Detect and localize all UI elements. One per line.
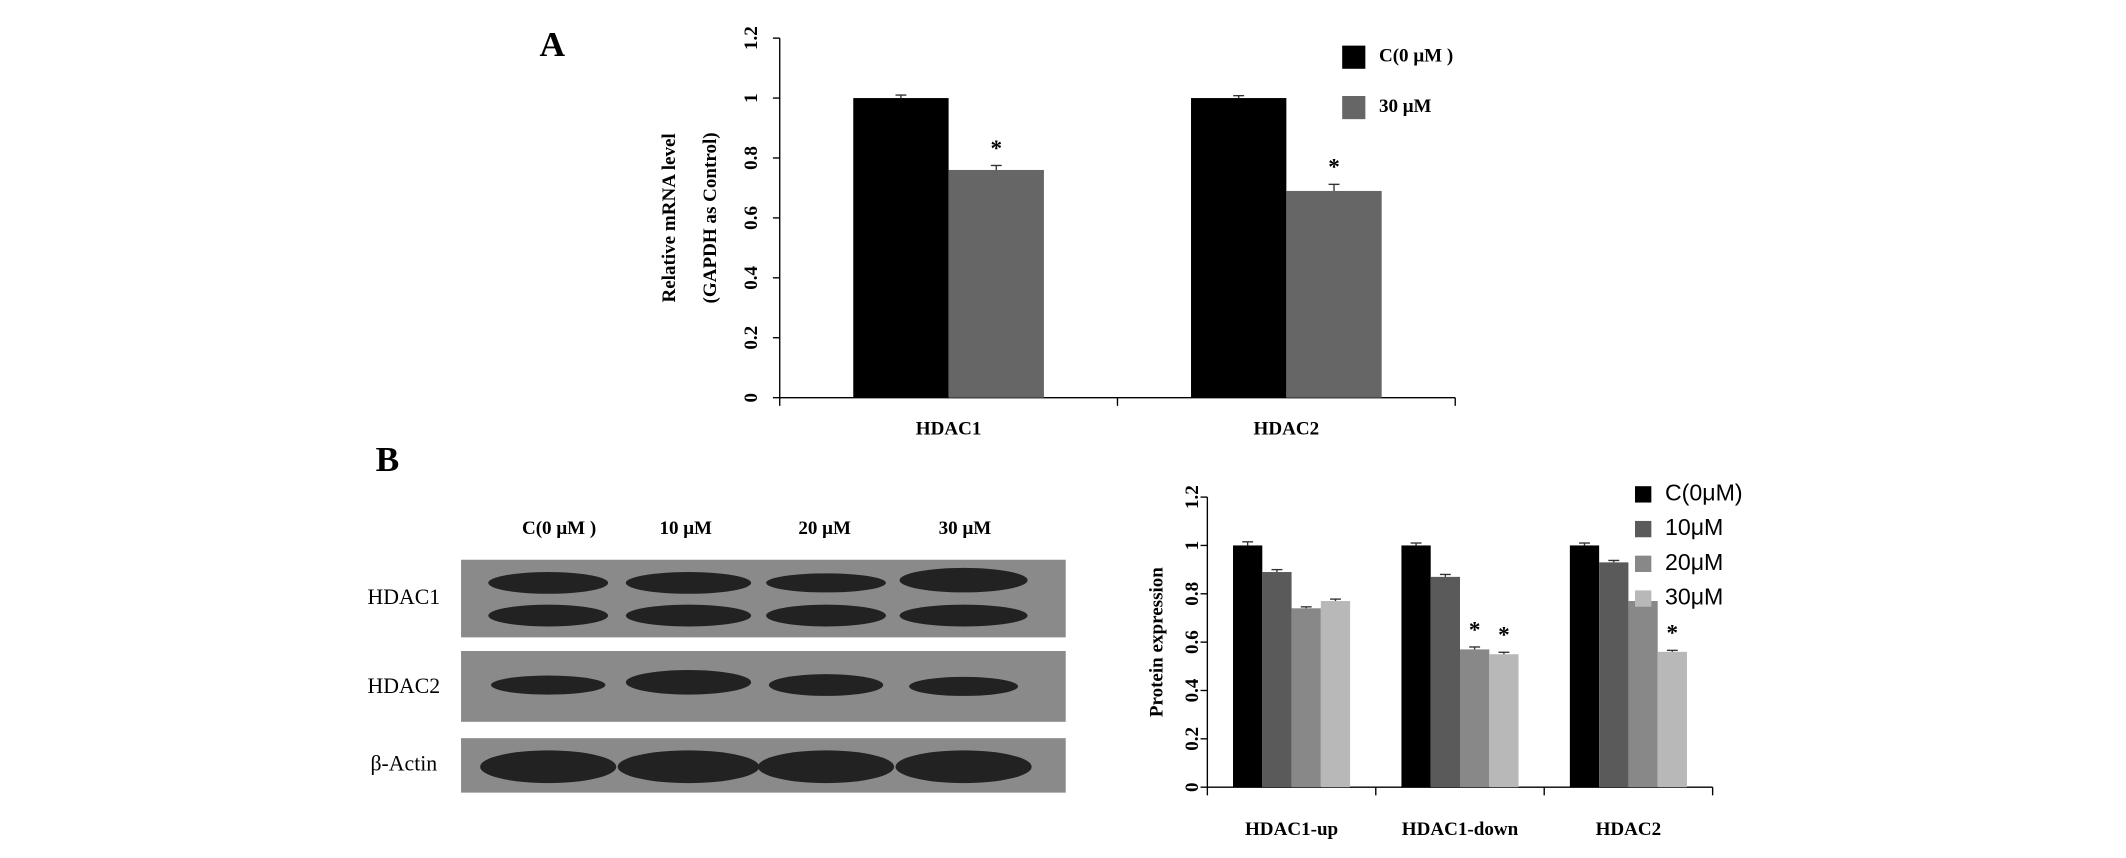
legend-label: C(0 μM ) <box>1379 46 1453 67</box>
bar <box>1291 608 1321 788</box>
y-axis-label: (GAPDH as Control) <box>700 132 721 303</box>
y-tick-label: 0.6 <box>1182 630 1203 654</box>
y-tick-label: 0.8 <box>1182 582 1203 606</box>
significance-mark: * <box>1328 155 1340 181</box>
bands <box>480 567 1032 784</box>
row-label: β-Actin <box>370 751 437 775</box>
x-tick-label: HDAC2 <box>1596 819 1662 840</box>
lane-label: 10 μM <box>659 518 712 539</box>
y-tick-label: 0.4 <box>1182 678 1203 702</box>
x-tick-label: HDAC2 <box>1254 419 1320 440</box>
legend-swatch <box>1342 45 1366 69</box>
bar <box>1401 545 1431 788</box>
bar <box>1628 601 1658 788</box>
y-tick-label: 1 <box>1182 541 1203 551</box>
legend-swatch <box>1635 486 1652 503</box>
legend-label: 20μM <box>1665 549 1723 575</box>
bar <box>1233 545 1263 788</box>
row-label: HDAC2 <box>368 674 441 698</box>
bar <box>1191 98 1287 398</box>
bar <box>1320 601 1351 788</box>
significance-mark: * <box>1498 623 1510 649</box>
y-tick-label: 0.2 <box>1182 727 1203 751</box>
significance-mark: * <box>990 136 1002 162</box>
bar <box>1657 651 1687 788</box>
legend-label: 10μM <box>1665 514 1723 540</box>
panel-label: B <box>376 439 400 479</box>
x-tick-label: HDAC1-down <box>1402 819 1519 840</box>
y-tick-label: 0.4 <box>741 265 762 289</box>
row-label: HDAC1 <box>368 585 441 609</box>
y-axis-label: Protein expression <box>1147 567 1168 717</box>
bar <box>1262 572 1292 788</box>
legend-swatch <box>1635 555 1652 572</box>
bar <box>1459 649 1490 788</box>
legend-label: 30μM <box>1665 584 1723 610</box>
bar <box>1569 545 1600 788</box>
y-tick-label: 0.8 <box>741 146 762 170</box>
legend-swatch <box>1635 520 1652 538</box>
legend-label: C(0μM) <box>1665 479 1743 505</box>
y-tick-label: 0 <box>741 393 762 403</box>
bar <box>1430 576 1460 788</box>
y-tick-label: 0 <box>1182 782 1203 792</box>
bar <box>1489 654 1519 788</box>
significance-mark: * <box>1469 617 1481 643</box>
y-tick-label: 1.2 <box>1182 485 1203 509</box>
western-blot: C(0 μM ) 10 μM 20 μM 30 μM HDAC1 HDAC2 β… <box>368 518 1066 793</box>
y-tick-label: 0.2 <box>741 326 762 350</box>
y-tick-label: 1 <box>741 93 762 103</box>
significance-mark: * <box>1667 621 1679 647</box>
y-tick-label: 0.6 <box>741 206 762 230</box>
bar <box>1286 190 1382 398</box>
bar <box>853 98 949 398</box>
y-axis-label: Relative mRNA level <box>659 133 680 302</box>
lane-label: 20 μM <box>798 518 851 539</box>
lane-label: C(0 μM ) <box>522 518 596 539</box>
panel-label: A <box>540 24 566 64</box>
bar <box>948 169 1044 398</box>
legend-label: 30 μM <box>1379 96 1432 117</box>
y-tick-label: 1.2 <box>741 26 762 50</box>
lane-label: 30 μM <box>939 518 992 539</box>
x-tick-label: HDAC1-up <box>1245 819 1338 840</box>
x-tick-label: HDAC1 <box>916 419 982 440</box>
legend-swatch <box>1342 96 1366 120</box>
legend-swatch <box>1635 590 1652 607</box>
bar <box>1599 562 1629 788</box>
